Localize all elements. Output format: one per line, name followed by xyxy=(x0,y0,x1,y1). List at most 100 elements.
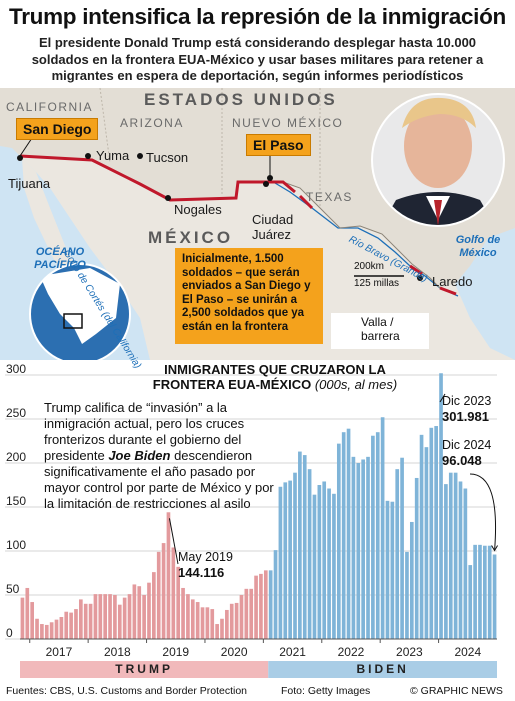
footer: Fuentes: CBS, U.S. Customs and Border Pr… xyxy=(0,683,515,701)
bar-trump xyxy=(210,609,215,639)
x-tick-label: 2020 xyxy=(221,645,248,659)
bar-trump xyxy=(30,602,35,639)
bar-trump xyxy=(254,575,258,639)
chart-title-line1: INMIGRANTES QUE CRUZARON LA xyxy=(164,362,386,377)
bar-trump xyxy=(40,624,44,639)
bar-biden xyxy=(482,545,487,639)
bar-biden xyxy=(317,485,322,639)
annot-may-2019-value: 144.116 xyxy=(178,565,225,580)
y-tick-label: 50 xyxy=(6,582,20,596)
annot-may-2019-label: May 2019 xyxy=(178,550,233,564)
bar-biden xyxy=(268,570,273,639)
note-post: descendieron significativamente el año p… xyxy=(44,448,274,511)
bar-trump xyxy=(239,595,244,639)
bar-biden xyxy=(458,481,463,639)
annot-may-2019: May 2019 144.116 xyxy=(178,550,233,580)
locator-globe xyxy=(30,264,130,360)
bar-trump xyxy=(59,617,64,639)
label-usa: ESTADOS UNIDOS xyxy=(144,90,338,109)
legend-label-2: barrera xyxy=(361,329,400,343)
crossings-chart: 0 50 100 150 200 250 300 2017 2018 2019 2020 2021 20… xyxy=(0,360,515,680)
bar-trump xyxy=(54,619,59,639)
bar-trump xyxy=(113,595,117,639)
chart-title-line2: FRONTERA EUA-MÉXICO (000s, al mes) xyxy=(110,377,440,392)
label-gulf-mexico-2: México xyxy=(459,247,497,259)
x-tick-label: 2018 xyxy=(104,645,131,659)
y-tick-label: 0 xyxy=(6,626,13,640)
label-new-mexico: NUEVO MÉXICO xyxy=(232,116,344,130)
label-gulf-mexico-1: Golfo de xyxy=(455,234,501,246)
bar-trump xyxy=(122,597,127,639)
label-juarez-1: Ciudad xyxy=(252,212,294,227)
chart-note: Trump califica de “invasión” a la inmigr… xyxy=(44,400,284,512)
label-tijuana: Tijuana xyxy=(8,176,51,191)
bar-trump xyxy=(186,594,190,639)
bar-biden xyxy=(473,544,477,639)
footer-sources: Fuentes: CBS, U.S. Customs and Border Pr… xyxy=(6,685,248,697)
bar-biden xyxy=(293,472,297,639)
bar-trump xyxy=(249,588,254,639)
bar-biden xyxy=(385,500,390,639)
chart-graphic: 0 50 100 150 200 250 300 2017 2018 2019 2020 2021 20… xyxy=(5,362,498,678)
dot-tijuana xyxy=(17,155,23,161)
bar-trump xyxy=(161,543,166,639)
dot-nogales xyxy=(165,195,171,201)
scale-km: 200km xyxy=(354,261,385,272)
bar-trump xyxy=(166,512,171,639)
bar-trump xyxy=(244,588,249,639)
annot-dec-2023-leader xyxy=(439,393,446,403)
bar-trump xyxy=(117,604,122,639)
dot-tucson xyxy=(137,153,143,159)
bar-trump xyxy=(25,587,30,639)
footer-credit: © GRAPHIC NEWS xyxy=(410,685,503,697)
bar-trump xyxy=(176,566,181,639)
x-tick-label: 2021 xyxy=(279,645,306,659)
legend-label-1: Valla / xyxy=(361,315,394,329)
bar-biden xyxy=(341,432,346,639)
bar-trump xyxy=(190,599,195,639)
dot-juarez xyxy=(263,181,269,187)
bar-biden xyxy=(273,550,278,639)
bar-biden xyxy=(312,494,317,639)
bar-biden xyxy=(400,457,404,639)
y-tick-label: 300 xyxy=(6,362,26,376)
annot-dec-2023-label: Dic 2023 xyxy=(442,394,492,408)
bar-trump xyxy=(152,572,156,639)
dot-el-paso xyxy=(267,175,273,181)
bar-trump xyxy=(259,573,263,639)
bar-biden xyxy=(336,443,341,639)
x-tick-label: 2023 xyxy=(396,645,423,659)
bar-trump xyxy=(69,612,73,639)
annot-dec-2024: Dic 2024 96.048 xyxy=(442,438,491,468)
label-california: CALIFORNIA xyxy=(6,100,94,114)
bar-trump xyxy=(83,603,88,639)
x-tick-label: 2017 xyxy=(46,645,73,659)
annot-may-2019-leader xyxy=(168,518,179,565)
scale-miles: 125 millas xyxy=(354,278,400,289)
bar-trump xyxy=(20,597,25,639)
bar-trump xyxy=(132,584,137,639)
footer-photo: Foto: Getty Images xyxy=(281,685,371,697)
label-nogales: Nogales xyxy=(174,202,222,217)
bar-biden xyxy=(414,477,419,639)
bar-biden xyxy=(444,484,448,639)
note-name: Joe Biden xyxy=(108,448,171,463)
era-biden: BIDEN xyxy=(356,662,409,676)
photo-frame xyxy=(371,93,505,227)
bar-biden xyxy=(298,451,302,639)
fence-segments xyxy=(19,154,296,202)
border-map: ESTADOS UNIDOS MÉXICO CALIFORNIA ARIZONA… xyxy=(0,88,515,371)
annot-dec-2024-value: 96.048 xyxy=(442,453,482,468)
bar-biden xyxy=(351,456,356,639)
fence-segment-texas-1 xyxy=(298,194,314,210)
bar-biden xyxy=(492,554,497,639)
label-texas: TEXAS xyxy=(306,190,353,204)
label-yuma: Yuma xyxy=(96,148,130,163)
label-pacific: OCÉANO PACÍFICO xyxy=(24,246,96,272)
bar-biden xyxy=(395,469,400,639)
y-tick-label: 200 xyxy=(6,450,26,464)
bar-biden xyxy=(332,493,336,639)
bar-trump xyxy=(220,618,224,639)
annot-dec-2024-label: Dic 2024 xyxy=(442,438,492,452)
bar-biden xyxy=(439,373,443,639)
